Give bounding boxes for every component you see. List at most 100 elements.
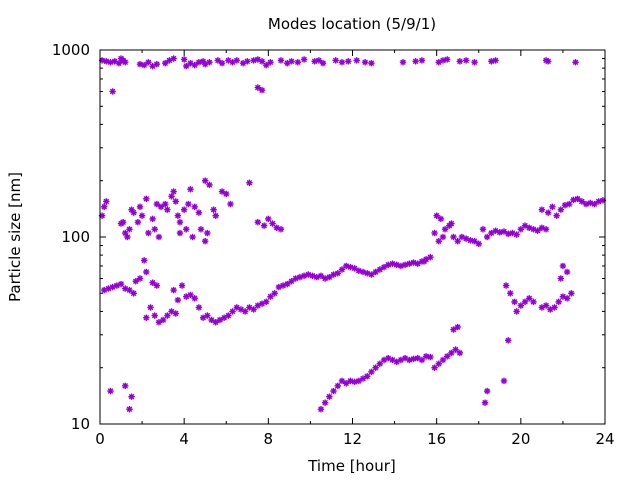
data-point — [126, 405, 133, 413]
x-tick-label: 24 — [595, 430, 614, 448]
data-point — [229, 308, 236, 315]
data-point — [475, 240, 482, 247]
data-point — [427, 353, 434, 361]
data-point — [191, 203, 198, 211]
y-tick-label: 100 — [61, 228, 90, 246]
data-point — [353, 57, 360, 64]
data-point — [456, 349, 464, 357]
data-point — [183, 226, 190, 233]
data-point — [544, 209, 552, 216]
data-point — [170, 286, 177, 294]
data-point — [300, 56, 308, 63]
data-point — [334, 382, 341, 390]
data-point — [319, 59, 327, 67]
y-axis-ticks: 10 100 1000 — [52, 41, 605, 433]
data-point — [107, 387, 114, 395]
data-point — [180, 206, 188, 213]
data-point — [117, 280, 125, 288]
data-point — [492, 57, 499, 64]
y-tick-label: 10 — [71, 415, 90, 433]
data-point — [185, 200, 192, 208]
data-point — [563, 295, 571, 302]
plot-frame — [99, 49, 606, 425]
data-point — [214, 57, 222, 64]
data-point — [132, 278, 139, 285]
data-point — [126, 286, 133, 294]
data-point — [364, 373, 371, 380]
data-point — [439, 233, 447, 241]
data-point — [126, 226, 133, 233]
data-point — [164, 206, 171, 213]
data-point — [277, 57, 285, 64]
data-point — [517, 302, 525, 309]
data-point — [505, 337, 512, 344]
data-point — [456, 58, 464, 65]
data-point — [130, 290, 137, 297]
data-point — [170, 188, 177, 195]
data-point — [288, 278, 295, 285]
data-point — [187, 186, 194, 193]
data-point — [505, 230, 512, 238]
data-point — [338, 266, 346, 273]
data-point — [418, 356, 426, 364]
data-point — [153, 282, 161, 289]
data-point — [195, 304, 203, 311]
data-point — [410, 355, 417, 363]
data-point — [225, 312, 232, 319]
data-point — [439, 356, 447, 364]
data-point — [244, 58, 251, 65]
data-point — [180, 56, 188, 63]
data-point — [572, 59, 579, 66]
data-point — [399, 59, 407, 66]
data-point — [124, 233, 131, 241]
data-point — [368, 368, 375, 376]
data-point — [284, 280, 291, 288]
data-point — [183, 293, 190, 300]
data-point — [427, 253, 434, 261]
data-point — [551, 304, 558, 311]
data-point — [294, 59, 301, 66]
data-point — [187, 291, 194, 299]
data-point — [227, 200, 234, 208]
data-point — [149, 279, 156, 286]
x-tick-label: 8 — [264, 430, 274, 448]
data-point — [326, 273, 333, 281]
data-point — [162, 59, 169, 67]
data-point — [134, 218, 142, 226]
data-point — [412, 58, 419, 65]
data-point — [557, 206, 565, 213]
data-point — [145, 229, 152, 237]
data-point — [212, 212, 219, 219]
data-point — [574, 195, 581, 203]
data-point — [178, 282, 186, 289]
data-point — [130, 209, 137, 216]
data-point — [542, 226, 550, 233]
data-point — [549, 203, 556, 211]
data-point — [566, 200, 573, 208]
data-point — [578, 198, 586, 205]
data-point — [168, 193, 175, 200]
y-tick-label: 1000 — [52, 41, 90, 59]
data-point — [143, 268, 150, 276]
data-point — [443, 56, 451, 63]
data-point — [101, 203, 108, 211]
data-point — [140, 257, 148, 264]
data-point — [526, 295, 533, 302]
data-point — [212, 319, 219, 326]
data-points — [98, 55, 607, 413]
data-point — [103, 198, 110, 205]
data-point — [513, 231, 520, 238]
data-point — [315, 57, 323, 64]
data-point — [376, 266, 384, 273]
data-point — [591, 200, 598, 208]
data-point — [372, 364, 379, 371]
data-point — [559, 262, 567, 270]
data-point — [481, 399, 489, 406]
data-point — [479, 226, 487, 233]
data-point — [210, 206, 217, 213]
data-point — [176, 229, 184, 237]
data-point — [197, 226, 205, 233]
data-point — [145, 59, 152, 66]
data-point — [157, 203, 165, 211]
data-point — [263, 61, 270, 69]
